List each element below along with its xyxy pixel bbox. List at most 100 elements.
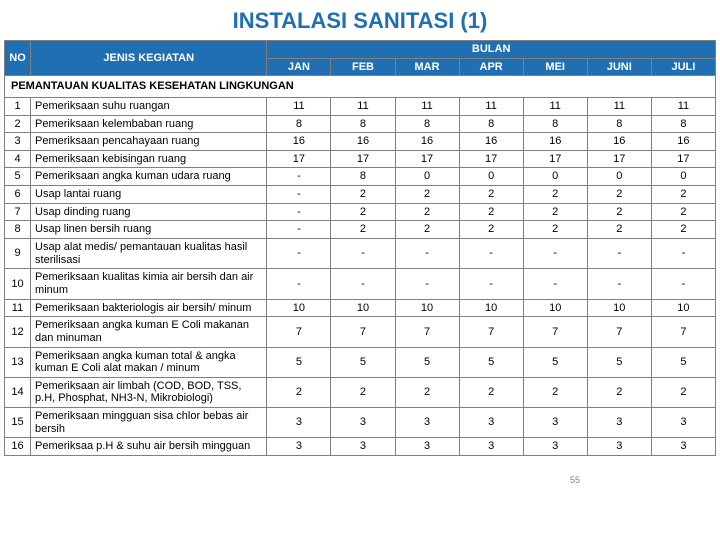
row-value: 10 [523,299,587,317]
row-value: 5 [459,347,523,377]
row-no: 8 [5,221,31,239]
row-value: 16 [651,133,715,151]
page-title: INSTALASI SANITASI (1) [0,0,720,40]
row-value: 2 [587,186,651,204]
row-no: 14 [5,377,31,407]
row-value: 16 [331,133,395,151]
row-value: 2 [459,186,523,204]
row-value: 2 [523,377,587,407]
row-value: 2 [459,377,523,407]
row-value: 8 [331,115,395,133]
row-value: 3 [395,438,459,456]
row-value: 8 [651,115,715,133]
row-value: - [587,269,651,299]
row-value: 3 [523,408,587,438]
row-value: - [587,239,651,269]
row-value: 16 [587,133,651,151]
row-value: - [267,221,331,239]
row-value: 16 [267,133,331,151]
row-no: 1 [5,97,31,115]
row-value: 2 [331,186,395,204]
row-value: 16 [459,133,523,151]
row-kegiatan: Usap alat medis/ pemantauan kualitas has… [31,239,267,269]
row-value: - [267,269,331,299]
col-no: NO [5,41,31,76]
row-value: 11 [331,97,395,115]
row-value: 17 [587,150,651,168]
row-kegiatan: Pemeriksaan suhu ruangan [31,97,267,115]
row-value: 10 [587,299,651,317]
row-value: 5 [267,347,331,377]
row-value: 2 [523,221,587,239]
row-value: 10 [267,299,331,317]
table-row: 12Pemeriksaan angka kuman E Coli makanan… [5,317,716,347]
table-row: 11Pemeriksaan bakteriologis air bersih/ … [5,299,716,317]
row-value: - [523,269,587,299]
row-value: 5 [651,347,715,377]
table-row: 2Pemeriksaan kelembaban ruang8888888 [5,115,716,133]
row-value: 5 [395,347,459,377]
row-value: 3 [267,408,331,438]
table-row: 4Pemeriksaan kebisingan ruang17171717171… [5,150,716,168]
row-value: 3 [459,438,523,456]
row-value: 0 [395,168,459,186]
row-value: 2 [395,203,459,221]
table-row: 7Usap dinding ruang-222222 [5,203,716,221]
row-value: 11 [651,97,715,115]
row-kegiatan: Pemeriksaan pencahayaan ruang [31,133,267,151]
row-value: - [523,239,587,269]
row-value: 17 [267,150,331,168]
row-value: 17 [395,150,459,168]
col-kegiatan: JENIS KEGIATAN [31,41,267,76]
row-value: 7 [459,317,523,347]
row-value: 2 [459,221,523,239]
row-value: 10 [459,299,523,317]
table-row: 13Pemeriksaan angka kuman total & angka … [5,347,716,377]
row-value: 2 [651,377,715,407]
row-value: 11 [523,97,587,115]
row-value: - [267,203,331,221]
table-row: 10Pemeriksaan kualitas kimia air bersih … [5,269,716,299]
row-value: 2 [523,203,587,221]
row-value: - [395,239,459,269]
row-value: - [651,239,715,269]
row-kegiatan: Pemeriksaan kelembaban ruang [31,115,267,133]
row-value: 5 [587,347,651,377]
row-value: 3 [587,438,651,456]
row-no: 6 [5,186,31,204]
row-value: 2 [651,186,715,204]
row-value: 7 [395,317,459,347]
row-value: 11 [587,97,651,115]
row-kegiatan: Pemeriksaan air limbah (COD, BOD, TSS, p… [31,377,267,407]
page-number: 55 [570,475,580,485]
row-value: 3 [331,408,395,438]
row-no: 10 [5,269,31,299]
col-bulan: BULAN [267,41,716,59]
row-value: 7 [331,317,395,347]
row-value: 3 [395,408,459,438]
row-value: 2 [395,186,459,204]
row-value: 3 [651,438,715,456]
row-no: 7 [5,203,31,221]
row-value: 2 [587,221,651,239]
row-no: 15 [5,408,31,438]
table-row: 9Usap alat medis/ pemantauan kualitas ha… [5,239,716,269]
row-value: 17 [523,150,587,168]
row-value: 2 [331,377,395,407]
row-no: 16 [5,438,31,456]
row-value: 16 [523,133,587,151]
row-value: 2 [523,186,587,204]
col-feb: FEB [331,58,395,76]
row-value: 2 [459,203,523,221]
row-no: 13 [5,347,31,377]
table-row: 15Pemeriksaan mingguan sisa chlor bebas … [5,408,716,438]
row-value: 8 [395,115,459,133]
row-value: 3 [651,408,715,438]
row-value: 5 [523,347,587,377]
col-apr: APR [459,58,523,76]
row-value: 10 [395,299,459,317]
row-no: 9 [5,239,31,269]
section-label: PEMANTAUAN KUALITAS KESEHATAN LINGKUNGAN [5,76,716,98]
table-body: PEMANTAUAN KUALITAS KESEHATAN LINGKUNGAN… [5,76,716,456]
row-value: 2 [395,221,459,239]
